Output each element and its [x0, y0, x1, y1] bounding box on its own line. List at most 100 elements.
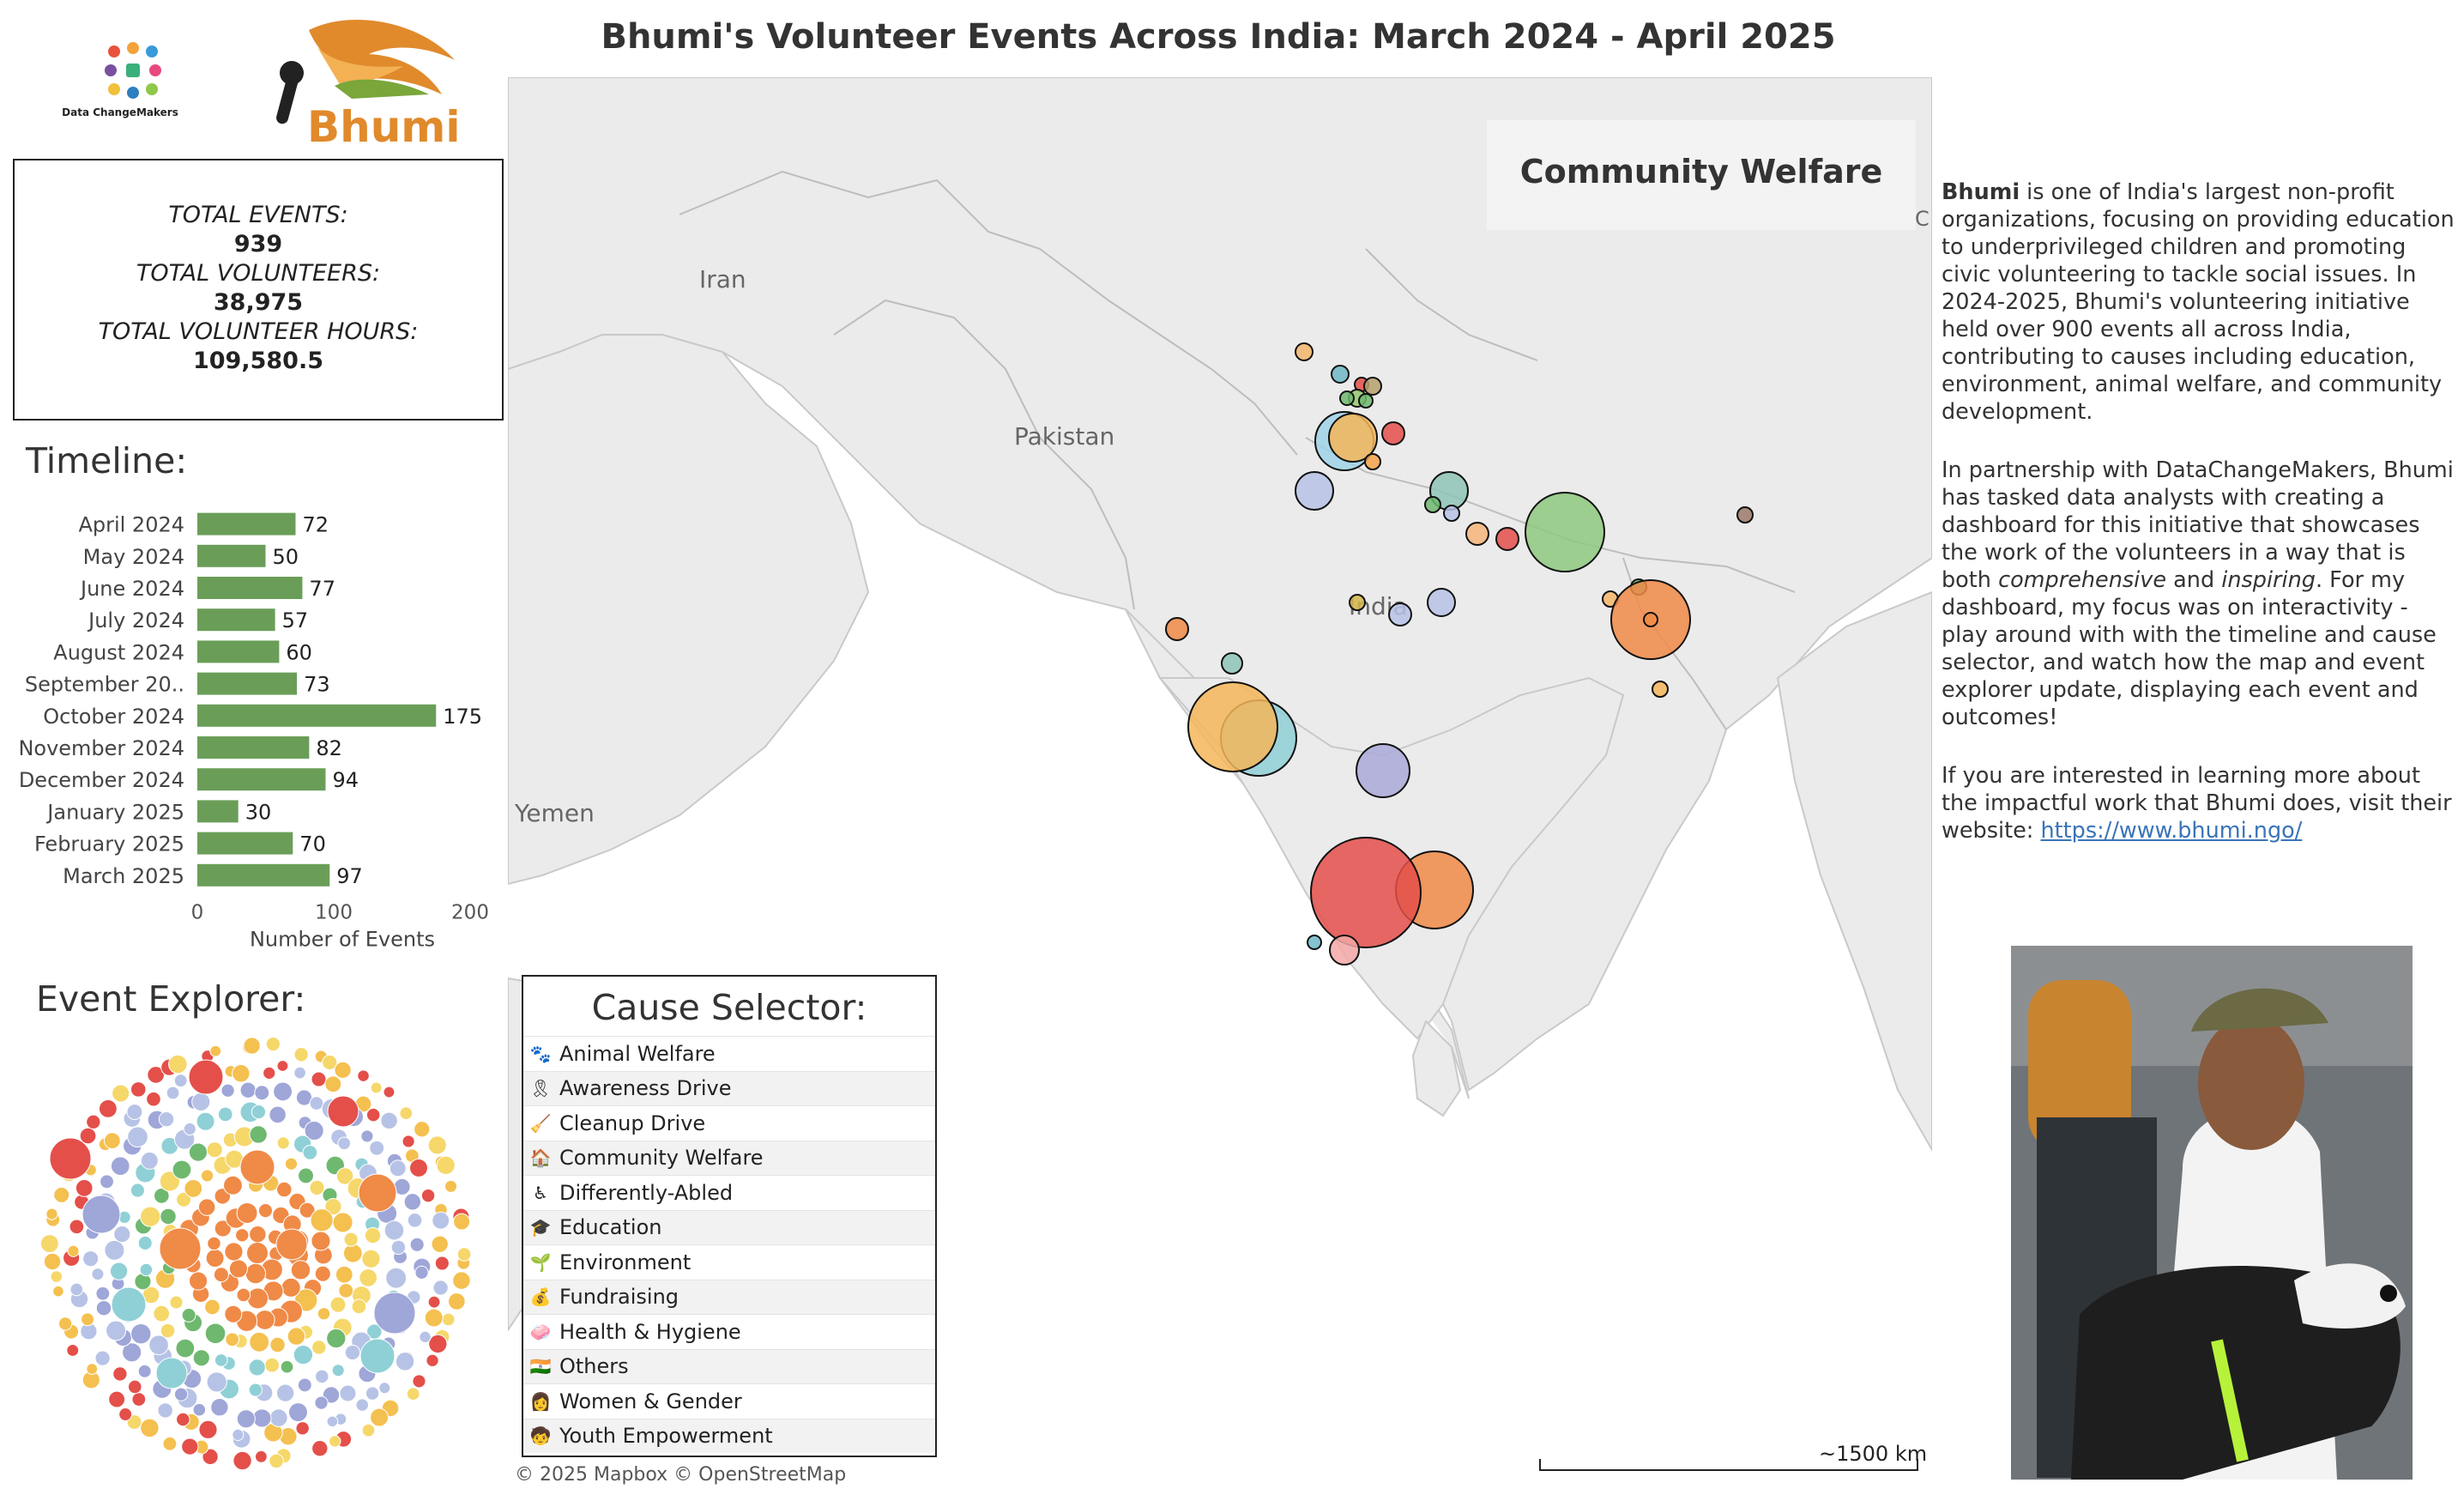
event-bubble[interactable]: [332, 1212, 353, 1233]
event-bubble[interactable]: [127, 1126, 148, 1148]
event-bubble[interactable]: [365, 1386, 380, 1401]
event-bubble[interactable]: [335, 1167, 354, 1185]
event-bubble[interactable]: [126, 1104, 143, 1121]
event-bubble[interactable]: [276, 1136, 290, 1150]
timeline-bar[interactable]: [197, 736, 310, 759]
event-bubble[interactable]: [140, 1206, 161, 1227]
event-bubble[interactable]: [86, 1114, 101, 1129]
event-bubble[interactable]: [67, 1244, 80, 1257]
event-bubble-large[interactable]: [239, 1149, 275, 1185]
event-bubble[interactable]: [122, 1342, 142, 1363]
event-bubble[interactable]: [153, 1188, 170, 1204]
event-location-bubble[interactable]: [1364, 453, 1381, 470]
event-bubble-large[interactable]: [359, 1338, 396, 1374]
event-location-bubble[interactable]: [1427, 588, 1456, 617]
event-location-bubble[interactable]: [1349, 594, 1366, 611]
event-bubble-large[interactable]: [111, 1286, 147, 1322]
timeline-bar[interactable]: [197, 863, 330, 887]
event-bubble[interactable]: [130, 1183, 145, 1198]
event-bubble[interactable]: [265, 1037, 281, 1052]
event-bubble[interactable]: [109, 1262, 129, 1280]
event-location-bubble[interactable]: [1736, 506, 1754, 524]
event-location-bubble[interactable]: [1643, 612, 1658, 627]
event-bubble[interactable]: [351, 1298, 367, 1315]
event-bubble[interactable]: [324, 1197, 342, 1216]
event-bubble[interactable]: [338, 1282, 354, 1298]
cause-list[interactable]: 🐾 Animal Welfare 🎗 Awareness Drive 🧹 Cleanu…: [523, 1036, 935, 1453]
event-bubble[interactable]: [172, 1159, 192, 1180]
event-bubble-large[interactable]: [82, 1195, 121, 1234]
event-bubble[interactable]: [436, 1155, 456, 1175]
event-bubble[interactable]: [39, 1234, 59, 1254]
event-bubble[interactable]: [207, 1236, 221, 1251]
event-bubble[interactable]: [204, 1298, 220, 1316]
cause-selector[interactable]: Cause Selector: 🐾 Animal Welfare 🎗 Awarene…: [522, 975, 937, 1457]
event-location-bubble[interactable]: [1358, 393, 1374, 409]
event-bubble[interactable]: [248, 1359, 266, 1377]
event-bubble[interactable]: [280, 1359, 294, 1374]
event-bubble[interactable]: [269, 1105, 287, 1124]
event-bubble[interactable]: [158, 1111, 175, 1128]
event-bubble[interactable]: [248, 1383, 263, 1397]
event-bubble[interactable]: [82, 1250, 100, 1268]
event-bubble[interactable]: [331, 1364, 345, 1377]
event-bubble[interactable]: [389, 1159, 407, 1177]
timeline-bar[interactable]: [197, 832, 293, 855]
event-bubble[interactable]: [232, 1428, 245, 1441]
event-bubble[interactable]: [209, 1044, 222, 1057]
timeline-bar[interactable]: [197, 704, 437, 727]
event-bubble-center[interactable]: [247, 1243, 268, 1263]
event-bubble[interactable]: [75, 1179, 94, 1197]
event-location-bubble[interactable]: [1295, 342, 1314, 361]
event-bubble[interactable]: [148, 1335, 169, 1356]
cause-item-community-welfare[interactable]: 🏠 Community Welfare: [523, 1140, 935, 1175]
cause-item-environment[interactable]: 🌱 Environment: [523, 1244, 935, 1280]
event-bubble[interactable]: [293, 1047, 309, 1062]
event-bubble[interactable]: [359, 1268, 377, 1287]
event-bubble[interactable]: [269, 1408, 288, 1427]
event-bubble[interactable]: [45, 1208, 58, 1220]
event-location-bubble[interactable]: [1388, 602, 1412, 626]
event-bubble[interactable]: [200, 1169, 214, 1183]
event-bubble[interactable]: [370, 1081, 383, 1094]
event-bubble[interactable]: [288, 1402, 308, 1423]
cause-item-others[interactable]: 🇮🇳 Others: [523, 1348, 935, 1383]
cause-item-cleanup-drive[interactable]: 🧹 Cleanup Drive: [523, 1105, 935, 1141]
event-bubble[interactable]: [329, 1296, 347, 1313]
event-bubble[interactable]: [441, 1312, 456, 1327]
event-bubble[interactable]: [302, 1145, 318, 1160]
event-location-bubble[interactable]: [1307, 935, 1322, 950]
event-bubble[interactable]: [412, 1374, 426, 1389]
event-bubble[interactable]: [108, 1390, 126, 1408]
event-bubble[interactable]: [191, 1092, 211, 1111]
event-bubble[interactable]: [344, 1344, 361, 1361]
event-bubble[interactable]: [69, 1219, 85, 1235]
event-location-bubble[interactable]: [1331, 365, 1350, 384]
event-bubble[interactable]: [343, 1232, 359, 1247]
event-bubble[interactable]: [427, 1135, 447, 1155]
event-bubble[interactable]: [236, 1202, 258, 1224]
event-bubble[interactable]: [275, 1383, 295, 1402]
event-bubble[interactable]: [432, 1280, 449, 1296]
event-bubble[interactable]: [456, 1247, 472, 1262]
event-bubble[interactable]: [324, 1075, 342, 1093]
event-bubble[interactable]: [385, 1267, 408, 1289]
event-bubble[interactable]: [326, 1415, 339, 1428]
event-bubble[interactable]: [196, 1111, 215, 1131]
event-location-bubble[interactable]: [1339, 390, 1355, 406]
event-bubble[interactable]: [269, 1453, 284, 1469]
event-bubble[interactable]: [264, 1357, 280, 1373]
event-bubble-large[interactable]: [49, 1137, 92, 1180]
event-bubble[interactable]: [444, 1179, 458, 1193]
event-location-bubble[interactable]: [1165, 617, 1189, 641]
event-bubble[interactable]: [232, 1064, 251, 1083]
event-bubble[interactable]: [295, 1421, 310, 1436]
event-bubble[interactable]: [146, 1091, 161, 1107]
cause-item-animal-welfare[interactable]: 🐾 Animal Welfare: [523, 1036, 935, 1071]
event-location-bubble[interactable]: [1187, 681, 1278, 772]
event-bubble[interactable]: [276, 1060, 289, 1072]
timeline-bar[interactable]: [197, 512, 296, 536]
event-bubble[interactable]: [295, 1089, 313, 1106]
event-bubble[interactable]: [254, 1310, 275, 1330]
event-bubble[interactable]: [213, 1267, 229, 1283]
